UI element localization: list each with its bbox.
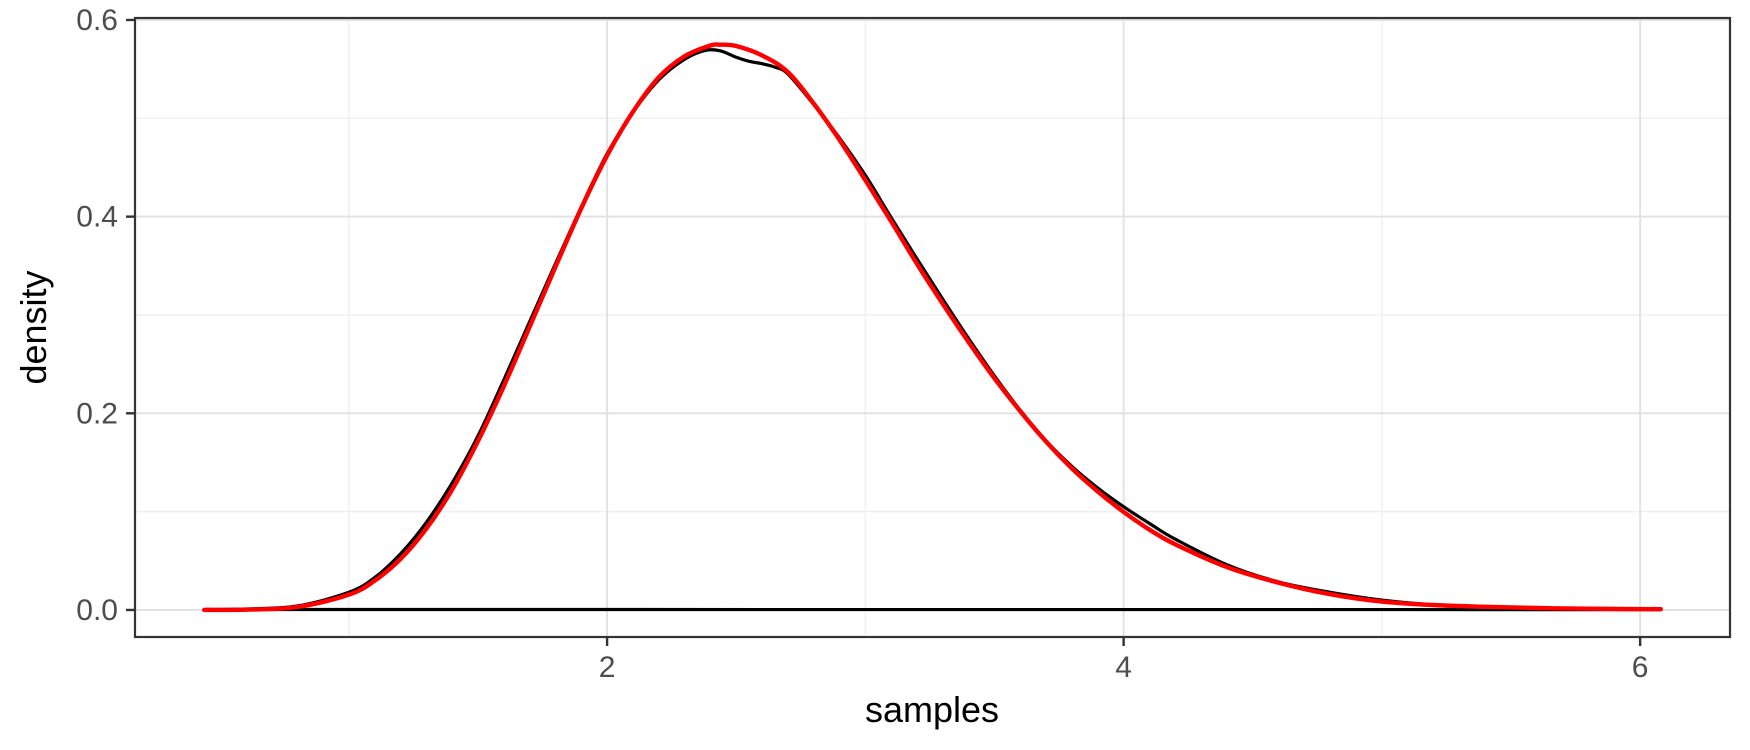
- y-axis-title: density: [13, 270, 54, 384]
- x-tick-label: 4: [1115, 651, 1132, 684]
- x-tick-label: 6: [1632, 651, 1649, 684]
- y-tick-label: 0.4: [76, 201, 118, 234]
- density-curves: [202, 42, 1663, 613]
- panel-border: [133, 16, 1732, 639]
- axis-tick-marks: [126, 18, 1642, 646]
- gridlines-minor: [135, 18, 1730, 637]
- y-tick-label: 0.2: [76, 397, 118, 430]
- y-tick-label: 0.6: [76, 4, 118, 37]
- axis-tick-labels: 2 4 6 0.0 0.2 0.4 0.6: [76, 4, 1648, 684]
- y-tick-label: 0.0: [76, 594, 118, 627]
- x-axis-title: samples: [865, 689, 999, 730]
- theoretical-density-curve: [202, 42, 1663, 613]
- plot-panel: [135, 18, 1730, 637]
- x-tick-label: 2: [599, 651, 616, 684]
